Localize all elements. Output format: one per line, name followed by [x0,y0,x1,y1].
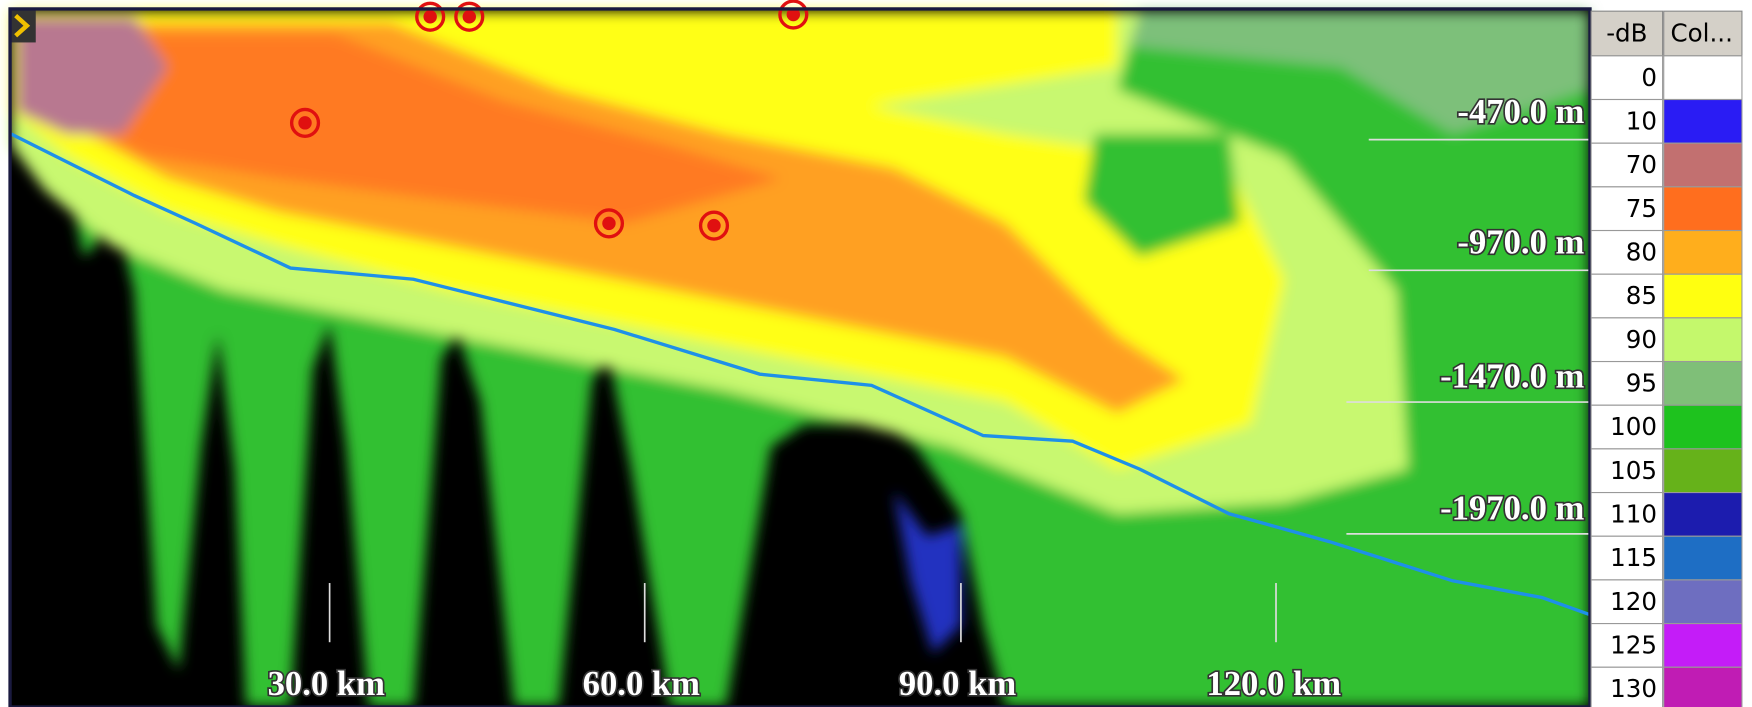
db-value: 90 [1626,325,1657,354]
plot: -470.0 m -970.0 m -1470.0 m -1970.0 m 30… [10,1,1590,707]
depth-label: -1970.0 m [1440,489,1584,527]
db-value: 85 [1626,281,1657,310]
color-swatch [1664,449,1742,493]
range-label: 30.0 km [268,665,386,703]
db-value: 95 [1626,368,1657,397]
db-value: 75 [1626,194,1657,223]
range-label: 90.0 km [899,665,1017,703]
depth-label: -470.0 m [1457,93,1584,131]
color-swatch [1664,624,1742,668]
color-swatch [1664,405,1742,449]
db-value: 100 [1610,412,1657,441]
range-label: 60.0 km [583,665,701,703]
color-swatch [1664,536,1742,580]
color-swatch [1664,100,1742,144]
color-swatch [1664,580,1742,624]
color-swatch [1664,493,1742,537]
color-swatch [1664,143,1742,187]
header: Col... [1670,19,1732,48]
sonar-window: -470.0 m -970.0 m -1470.0 m -1970.0 m 30… [0,0,1752,707]
db-value: 120 [1610,587,1657,616]
db-value: 80 [1626,237,1657,266]
page: {"depth_labels": ["-470.0 m", "-970.0 m"… [0,0,1752,707]
color-swatch [1664,362,1742,406]
db-value: 105 [1610,456,1657,485]
color-legend: -dB Col... 0 10 70 75 80 85 90 95 100 105 110 115 12… [1591,11,1742,707]
depth-label: -1470.0 m [1440,358,1584,396]
color-swatch [1664,318,1742,362]
depth-label: -970.0 m [1457,224,1584,262]
header: -dB [1606,19,1647,48]
collapse-button[interactable] [11,9,36,43]
color-swatch [1664,231,1742,275]
color-swatch [1664,667,1742,707]
db-value: 130 [1610,674,1657,703]
color-swatch [1664,187,1742,231]
color-swatch [1664,274,1742,318]
range-label: 120.0 km [1206,665,1341,703]
db-value: 0 [1641,63,1657,92]
db-value: 125 [1610,631,1657,660]
db-value: 110 [1610,500,1657,529]
db-value: 70 [1626,150,1657,179]
color-swatch [1664,56,1742,100]
db-value: 10 [1626,106,1657,135]
db-value: 115 [1610,543,1657,572]
